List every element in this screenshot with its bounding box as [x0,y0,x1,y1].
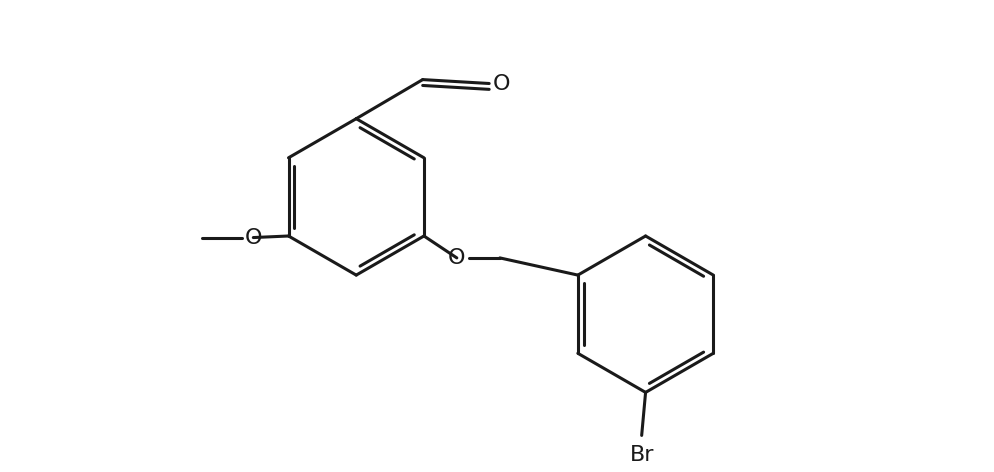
Text: Br: Br [629,445,654,465]
Text: O: O [245,228,262,247]
Text: O: O [493,74,511,93]
Text: O: O [448,248,465,268]
